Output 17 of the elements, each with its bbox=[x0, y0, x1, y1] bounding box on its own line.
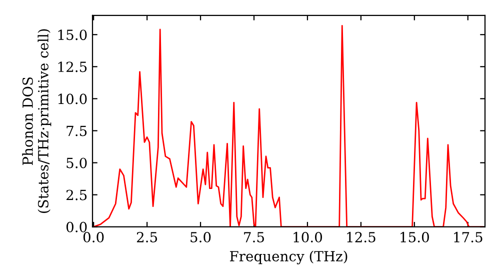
y-tick-label: 12.5 bbox=[58, 62, 87, 72]
y-tick-label: 5.0 bbox=[66, 158, 87, 168]
x-tick-label: 5.0 bbox=[190, 232, 211, 242]
y-axis-title: Phonon DOS (States/THz·primitive cell) bbox=[22, 29, 52, 213]
y-tick-label: 15.0 bbox=[58, 30, 87, 40]
y-tick-label: 7.5 bbox=[66, 126, 87, 136]
x-tick-label: 0.0 bbox=[83, 232, 104, 242]
y-tick-label: 0.0 bbox=[66, 222, 87, 232]
x-tick-label: 10.0 bbox=[294, 232, 322, 242]
x-tick-label: 15.0 bbox=[400, 232, 429, 242]
x-tick-label: 17.5 bbox=[454, 232, 482, 242]
y-tick-label: 2.5 bbox=[66, 190, 87, 200]
x-tick-label: 7.5 bbox=[244, 232, 264, 242]
x-axis-title: Frequency (THz) bbox=[230, 250, 348, 264]
y-tick-label: 10.0 bbox=[58, 94, 87, 104]
x-tick-label: 2.5 bbox=[136, 232, 158, 242]
x-tick-label: 12.5 bbox=[347, 232, 376, 242]
